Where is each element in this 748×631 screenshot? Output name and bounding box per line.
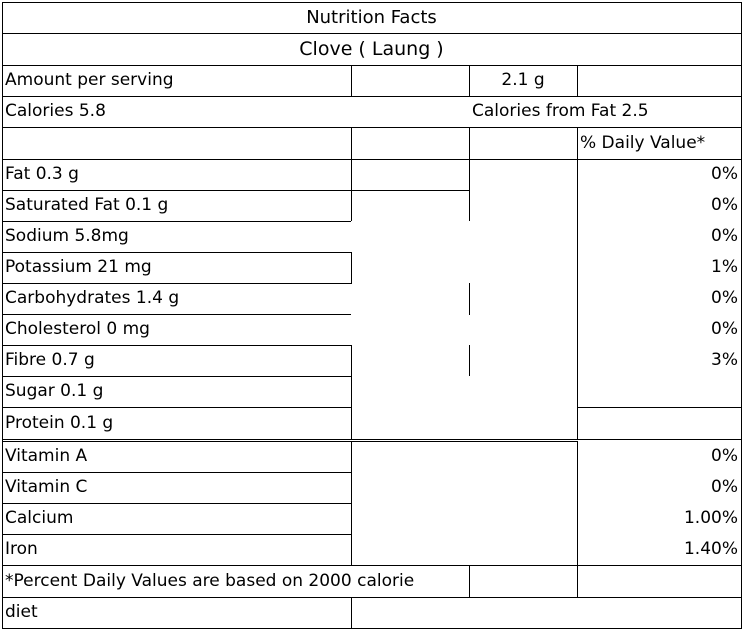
dv-header: % Daily Value*: [580, 132, 706, 153]
divider: [2, 441, 577, 442]
divider: [577, 407, 741, 408]
table-row: Sodium 5.8mg 0%: [2, 221, 741, 252]
table-row: Potassium 21 mg 1%: [2, 252, 741, 283]
divider: [469, 565, 470, 597]
divider: [351, 252, 352, 284]
nutrient-dv: [577, 407, 741, 439]
nutrient-label: Fat 0.3 g: [5, 164, 79, 184]
table-row: Vitamin A 0%: [2, 441, 741, 472]
nutrient-label: Fibre 0.7 g: [5, 350, 95, 370]
item-row: Clove ( Laung ): [2, 33, 741, 65]
table-row: Sugar 0.1 g: [2, 376, 741, 407]
divider: [2, 2, 3, 629]
table-row: Cholesterol 0 mg 0%: [2, 314, 741, 345]
table-row: Fat 0.3 g 0%: [2, 159, 741, 190]
table-row: diet: [2, 597, 741, 628]
serving-size: 2.1 g: [501, 70, 545, 90]
divider: [469, 283, 470, 315]
nutrient-dv: 0%: [711, 288, 738, 308]
nutrient-dv: 0%: [711, 226, 738, 246]
vitamin-dv: 1.40%: [683, 539, 738, 559]
nutrient-label: Carbohydrates 1.4 g: [5, 288, 180, 308]
serving-label: Amount per serving: [5, 70, 174, 90]
divider: [351, 597, 352, 629]
table-row: Protein 0.1 g: [2, 407, 741, 439]
nutrient-label: Saturated Fat 0.1 g: [5, 195, 169, 215]
divider: [741, 2, 742, 629]
title-row: Nutrition Facts: [2, 2, 741, 33]
divider: [2, 252, 351, 253]
table-row: Vitamin C 0%: [2, 472, 741, 503]
divider: [577, 441, 578, 597]
divider: [2, 65, 741, 66]
divider: [351, 127, 352, 221]
divider: [2, 96, 741, 97]
divider: [2, 439, 741, 440]
table-row: Calories 5.8 Calories from Fat 2.5: [2, 96, 741, 127]
divider: [2, 127, 741, 128]
empty-cell: [2, 127, 351, 159]
footnote-line2: diet: [5, 602, 38, 622]
divider: [2, 345, 351, 346]
divider: [2, 314, 351, 315]
divider: [2, 472, 351, 473]
table-row: Calcium 1.00%: [2, 503, 741, 534]
divider: [2, 283, 351, 284]
divider: [351, 65, 352, 97]
table-row: Amount per serving 2.1 g: [2, 65, 741, 96]
divider: [351, 345, 352, 440]
table-row: Saturated Fat 0.1 g 0%: [2, 190, 741, 221]
nutrient-label: Sugar 0.1 g: [5, 381, 104, 401]
nutrient-label: Sodium 5.8mg: [5, 226, 129, 246]
nutrient-dv: 1%: [711, 257, 738, 277]
vitamin-label: Calcium: [5, 508, 74, 528]
divider: [577, 127, 578, 440]
table-row: Iron 1.40%: [2, 534, 741, 565]
table-row: *Percent Daily Values are based on 2000 …: [2, 565, 741, 597]
divider: [2, 190, 469, 191]
divider: [2, 2, 741, 3]
calories-label: Calories 5.8: [5, 101, 106, 121]
nutrient-dv: [577, 376, 741, 407]
table-row: Carbohydrates 1.4 g 0%: [2, 283, 741, 314]
divider: [2, 503, 351, 504]
divider: [469, 345, 470, 376]
nutrient-dv: 3%: [711, 350, 738, 370]
empty-cell: [577, 565, 741, 597]
nutrient-label: Protein 0.1 g: [5, 412, 114, 433]
empty-cell: [577, 65, 741, 96]
divider: [2, 565, 741, 566]
divider: [351, 441, 352, 565]
divider: [577, 65, 578, 97]
nutrient-dv: 0%: [711, 195, 738, 215]
calories-from-fat: Calories from Fat 2.5: [472, 101, 649, 121]
divider: [469, 65, 470, 97]
vitamin-label: Vitamin C: [5, 477, 88, 497]
divider: [2, 376, 351, 377]
nutrient-label: Potassium 21 mg: [5, 257, 152, 277]
empty-cell: [469, 127, 577, 159]
vitamin-label: Vitamin A: [5, 446, 88, 466]
divider: [2, 597, 741, 598]
divider: [2, 159, 741, 160]
table-row: Fibre 0.7 g 3%: [2, 345, 741, 376]
vitamin-label: Iron: [5, 539, 38, 559]
divider: [469, 127, 470, 221]
vitamin-dv: 0%: [711, 477, 738, 497]
nutrient-label: Cholesterol 0 mg: [5, 319, 150, 339]
nutrient-dv: 0%: [711, 319, 738, 339]
table-title: Nutrition Facts: [306, 6, 437, 28]
divider: [2, 534, 351, 535]
nutrient-dv: 0%: [711, 164, 738, 184]
vitamin-dv: 0%: [711, 446, 738, 466]
empty-cell: [351, 127, 469, 159]
divider: [2, 33, 741, 34]
item-name: Clove ( Laung ): [299, 37, 444, 60]
divider: [2, 221, 351, 222]
footnote-line1: *Percent Daily Values are based on 2000 …: [5, 570, 415, 591]
table-row: % Daily Value*: [2, 127, 741, 159]
divider: [2, 407, 351, 408]
divider: [2, 628, 741, 629]
vitamin-dv: 1.00%: [683, 508, 738, 528]
